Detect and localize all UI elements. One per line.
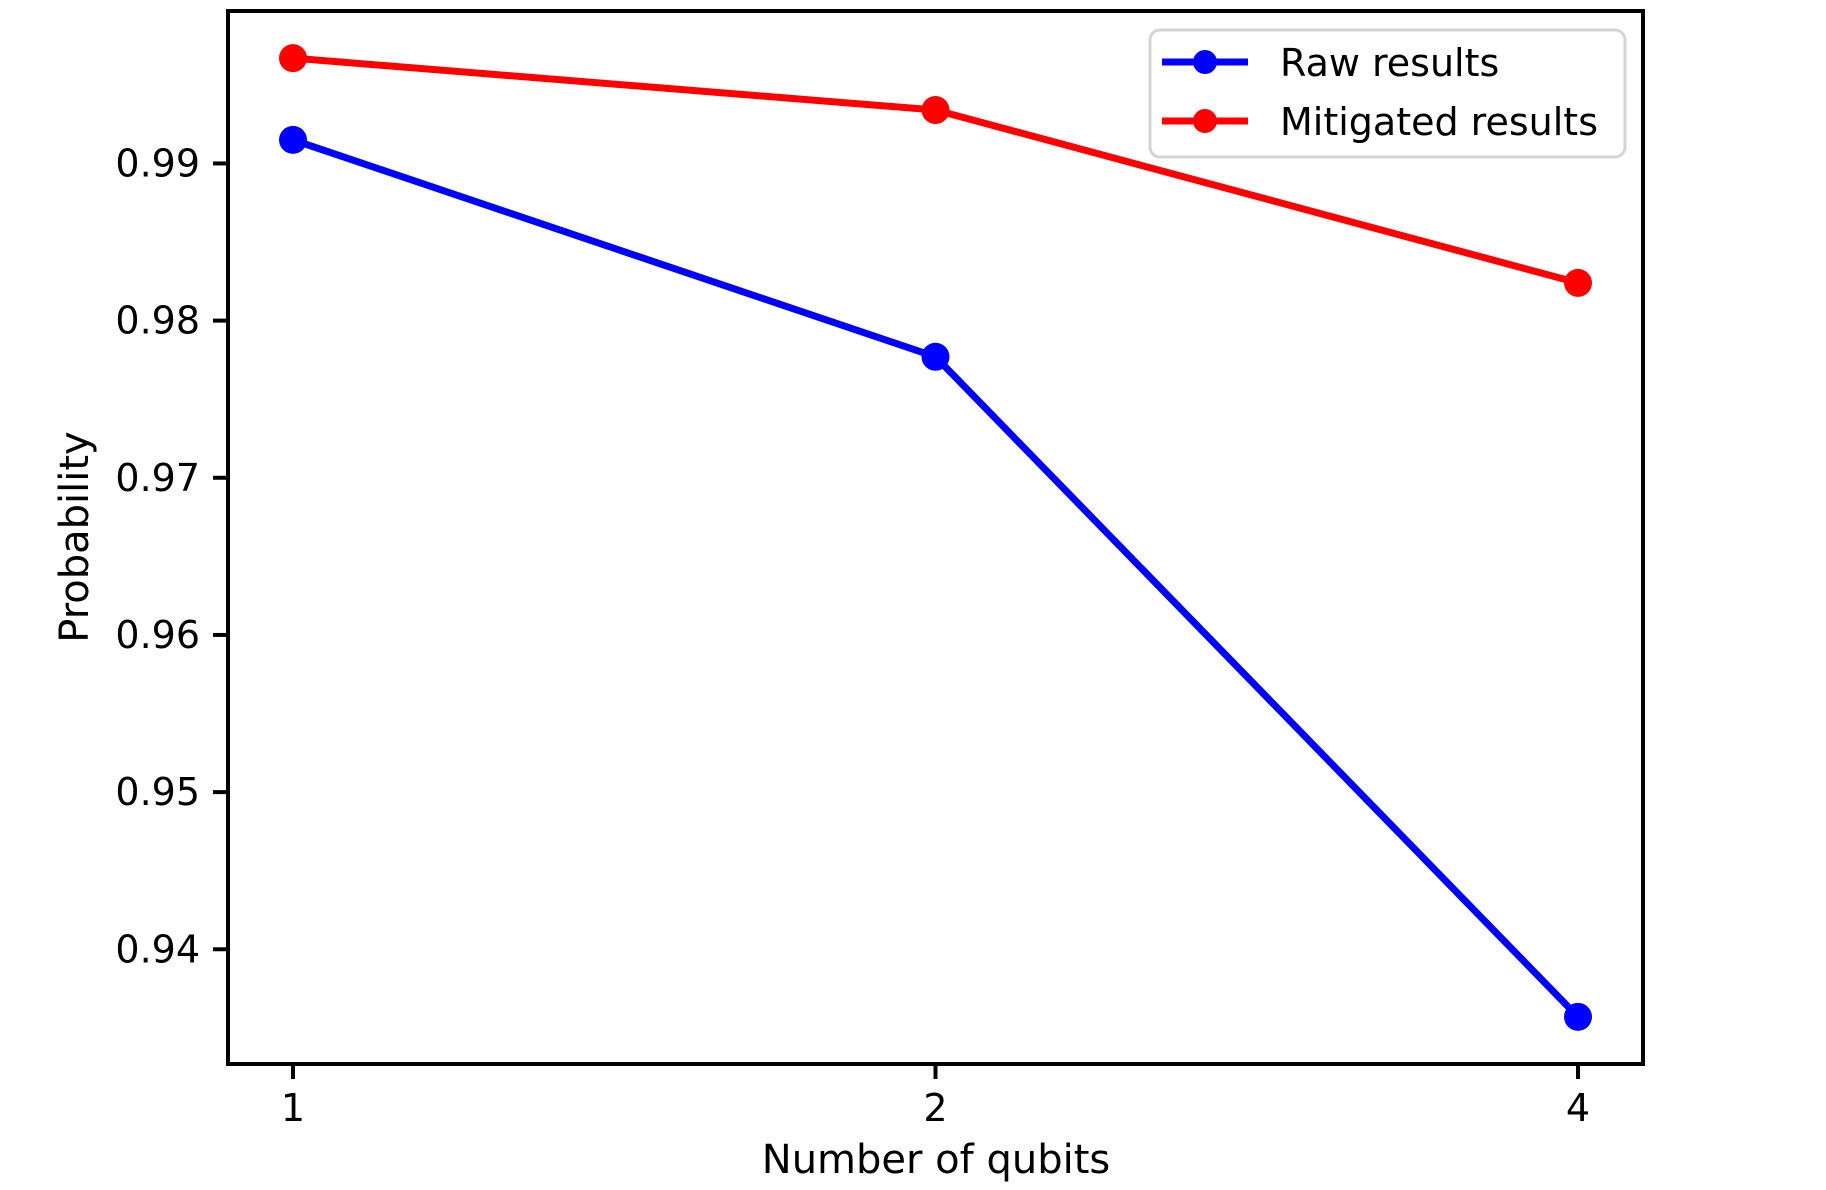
legend-box [1148, 28, 1627, 159]
legend-item-mitigated-results: Mitigated results [1162, 100, 1598, 144]
legend-marker-icon [1193, 109, 1217, 133]
data-point-mitigated-results [279, 44, 307, 73]
y-tick-label: 0.98 [115, 299, 200, 343]
data-point-raw-results [1564, 1002, 1592, 1031]
legend-marker-icon [1193, 50, 1217, 74]
plot-border [226, 9, 1645, 1066]
y-tick-label: 0.96 [115, 613, 200, 657]
y-tick-label: 0.97 [115, 456, 200, 500]
legend-label: Mitigated results [1280, 100, 1598, 144]
y-tick-label: 0.99 [115, 141, 200, 185]
x-tick-label: 4 [1566, 1086, 1590, 1130]
legend-label: Raw results [1280, 41, 1499, 85]
y-tick-label: 0.95 [115, 770, 200, 814]
plot-area: 0.94 0.95 0.96 0.97 0.98 0.99 1 2 4 [115, 9, 1645, 1130]
data-point-raw-results [921, 342, 950, 371]
y-axis-label: Probability [52, 431, 98, 642]
data-point-raw-results [279, 125, 307, 154]
x-tick-label: 1 [281, 1086, 305, 1130]
x-axis-label: Number of qubits [762, 1137, 1110, 1183]
legend: Raw results Mitigated results [1148, 28, 1627, 159]
legend-item-raw-results: Raw results [1162, 41, 1499, 85]
data-point-mitigated-results [921, 96, 950, 125]
series-line-raw-results [291, 136, 1581, 1020]
y-tick-label: 0.94 [115, 927, 200, 971]
x-tick-label: 2 [923, 1086, 947, 1130]
data-point-mitigated-results [1564, 268, 1592, 297]
